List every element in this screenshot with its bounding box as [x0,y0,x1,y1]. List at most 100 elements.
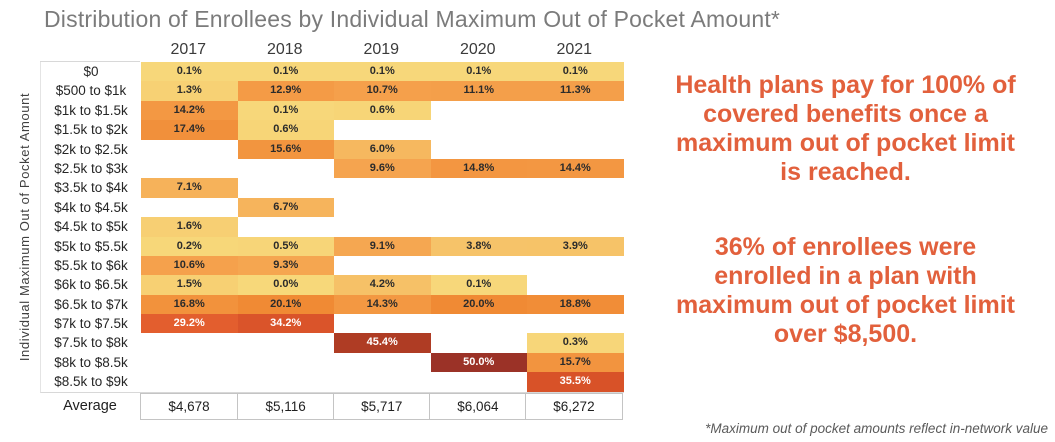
row-label: $5k to $5.5k [54,238,128,254]
heatmap-table: $0 0.1% 0.1% 0.1% 0.1% 0.1% $500 to $1k 1.3% 12.… [40,62,624,393]
row-label: $3.5k to $4k [54,180,128,196]
heatmap-cell: 0.1% [430,275,527,295]
heatmap-cell: 12.9% [237,81,334,101]
callout-panel: Health plans pay for 100% of covered ben… [638,71,1053,349]
heatmap-cell [431,140,528,159]
heatmap-cell [527,275,624,294]
heatmap-cell [431,256,528,275]
heatmap-cell: 0.6% [237,120,334,140]
row-label: $8.5k to $9k [54,374,128,390]
heatmap-cell [527,198,624,217]
heatmap-cell: 29.2% [141,314,238,334]
heatmap-cell: 4.2% [334,275,431,295]
row-label: $0 [83,64,99,79]
heatmap-cell [238,178,335,197]
year-header: 2021 [556,41,593,58]
year-header: 2019 [363,41,400,58]
heatmap-cell [431,372,528,391]
heatmap-cell [527,101,624,120]
row-label: $4.5k to $5k [54,219,128,235]
heatmap-cell [527,120,624,139]
heatmap-cell: 3.8% [430,236,527,256]
callout-text-1: Health plans pay for 100% of covered ben… [675,71,1016,186]
heatmap-cell: 0.5% [237,236,334,256]
heatmap-cell: 10.6% [141,255,238,276]
heatmap-cell: 0.1% [430,62,527,82]
heatmap-cell [238,333,335,352]
row-label: $2k to $2.5k [54,141,128,157]
heatmap-cell [238,353,335,372]
average-row: $4,678 $5,116 $5,717 $6,064 $6,272 [140,393,623,420]
heatmap-cell: 20.0% [430,294,527,315]
row-label: $7.5k to $8k [54,335,128,351]
heatmap-cell: 20.1% [237,294,334,315]
heatmap-cell [141,140,238,159]
row-label: $6.5k to $7k [54,296,128,312]
heatmap-cell [334,198,431,217]
heatmap-cell [334,314,431,333]
average-value: $4,678 [168,399,210,414]
average-value: $6,272 [525,394,621,419]
heatmap-cell [141,372,238,391]
year-header: 2018 [266,41,303,58]
footnote: *Maximum out of pocket amounts reflect i… [705,421,1048,436]
heatmap-cell [527,256,624,275]
heatmap-cell: 14.4% [527,158,624,179]
heatmap-cell: 11.3% [527,81,624,101]
year-header-row: 2017 2018 2019 2020 2021 [140,41,623,59]
heatmap-cell: 17.4% [141,120,238,140]
heatmap-cell: 7.1% [141,178,238,198]
heatmap-cell: 0.2% [141,236,238,256]
heatmap-cell [334,256,431,275]
heatmap-cell: 9.6% [334,158,431,179]
heatmap-cell [334,372,431,391]
heatmap-cell [238,217,335,236]
row-label: $5.5k to $6k [54,257,128,273]
heatmap-cell [527,178,624,197]
heatmap-cell [334,217,431,236]
row-label: $7k to $7.5k [54,316,128,332]
row-label: $6k to $6.5k [54,277,128,293]
heatmap-cell: 14.2% [141,100,238,121]
heatmap-cell: 1.3% [141,81,238,101]
heatmap-cell: 1.6% [141,217,238,237]
row-label: $8k to $8.5k [54,354,128,370]
heatmap-cell [431,333,528,352]
row-label: $4k to $4.5k [54,199,128,215]
heatmap-cell: 35.5% [527,372,624,392]
heatmap-cell: 9.1% [334,236,431,256]
heatmap-cell: 15.6% [237,139,334,159]
row-label: $500 to $1k [55,83,127,99]
row-label: $2.5k to $3k [54,160,128,176]
heatmap-cell: 50.0% [430,352,527,373]
year-header: 2017 [170,41,207,58]
heatmap-cell [141,198,238,217]
heatmap-cell: 3.9% [527,236,624,256]
heatmap-cell [238,372,335,391]
average-row-label: Average [63,398,117,414]
heatmap-cell [334,353,431,372]
heatmap-cell [527,217,624,236]
heatmap-cell [334,178,431,197]
heatmap-cell: 10.7% [334,81,431,101]
heatmap-cell: 15.7% [527,352,624,373]
heatmap-cell: 0.1% [237,100,334,121]
header-divider-line [40,61,140,62]
heatmap-cell: 16.8% [141,294,238,315]
heatmap-cell [431,120,528,139]
heatmap-cell: 1.5% [141,275,238,295]
page-title: Distribution of Enrollees by Individual … [44,6,781,32]
y-axis-label: Individual Maximum Out of Pocket Amount [17,92,32,362]
heatmap-cell [141,159,238,178]
average-value: $5,116 [237,394,333,419]
heatmap-cell: 14.8% [430,158,527,179]
heatmap-cell: 14.3% [334,294,431,315]
heatmap-cell: 0.0% [237,275,334,295]
heatmap-cell [141,353,238,372]
row-label: $1.5k to $2k [54,122,128,138]
heatmap-cell: 0.1% [237,62,334,82]
heatmap-cell: 0.1% [334,62,431,82]
heatmap-cell [431,217,528,236]
heatmap-cell: 18.8% [527,294,624,315]
